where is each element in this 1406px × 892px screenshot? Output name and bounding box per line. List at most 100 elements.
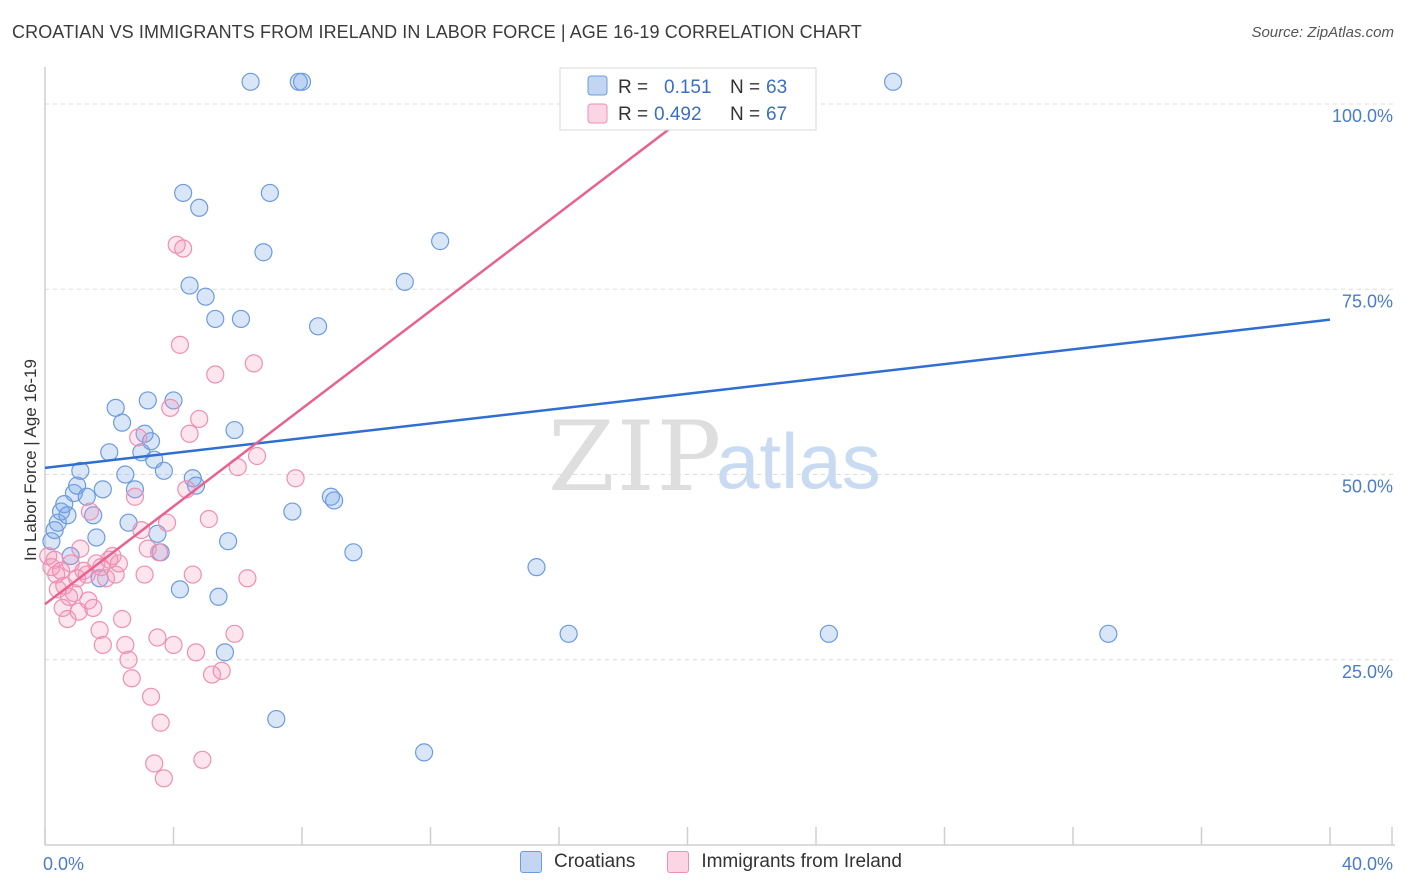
chart-title: CROATIAN VS IMMIGRANTS FROM IRELAND IN L… bbox=[12, 22, 862, 42]
point-ireland bbox=[93, 635, 112, 655]
point-croatians bbox=[58, 506, 77, 525]
y-tick-labels: 25.0% 50.0% 75.0% 100.0% bbox=[1332, 106, 1393, 682]
legend-n-value-1: 63 bbox=[766, 77, 787, 98]
point-croatians bbox=[174, 183, 193, 203]
point-ireland bbox=[106, 565, 125, 584]
point-croatians bbox=[112, 413, 132, 432]
legend-r-label-2: R = bbox=[618, 104, 648, 125]
bottom-legend: Croatians Immigrants from Ireland bbox=[520, 851, 934, 873]
point-croatians bbox=[283, 502, 302, 521]
point-croatians bbox=[241, 72, 260, 91]
legend-n-label-2: N = bbox=[730, 104, 760, 125]
legend-r-label-1: R = bbox=[618, 77, 648, 98]
point-ireland bbox=[90, 621, 109, 640]
point-croatians bbox=[170, 580, 190, 599]
point-ireland bbox=[51, 561, 71, 580]
point-ireland bbox=[174, 239, 193, 258]
point-ireland bbox=[103, 546, 122, 566]
point-ireland bbox=[190, 409, 209, 429]
point-croatians bbox=[344, 543, 363, 562]
point-croatians bbox=[559, 624, 578, 643]
point-croatians bbox=[819, 624, 838, 643]
point-ireland bbox=[238, 569, 257, 588]
trend-line-croatians bbox=[44, 318, 1331, 470]
point-croatians bbox=[219, 532, 238, 551]
point-ireland bbox=[170, 335, 190, 354]
axes bbox=[44, 67, 1395, 846]
point-ireland bbox=[193, 750, 212, 769]
point-ireland bbox=[135, 565, 154, 584]
x-tick-label: 40.0% bbox=[1342, 854, 1393, 874]
point-ireland bbox=[183, 565, 202, 584]
point-croatians bbox=[215, 643, 234, 662]
watermark: ZIP atlas bbox=[548, 401, 881, 513]
point-croatians bbox=[395, 272, 414, 291]
legend-item-ireland: Immigrants from Ireland bbox=[667, 851, 902, 873]
legend-swatch-pink bbox=[587, 103, 608, 124]
point-croatians bbox=[267, 709, 286, 729]
point-croatians bbox=[93, 480, 112, 499]
point-croatians bbox=[196, 287, 215, 306]
point-croatians bbox=[77, 487, 96, 506]
point-ireland bbox=[125, 487, 145, 506]
point-croatians bbox=[527, 558, 546, 577]
point-croatians bbox=[71, 461, 90, 480]
legend-swatch-blue bbox=[587, 75, 608, 96]
point-ireland bbox=[157, 513, 177, 532]
point-croatians bbox=[260, 183, 279, 203]
y-tick-label: 75.0% bbox=[1342, 291, 1393, 311]
point-ireland bbox=[164, 635, 183, 655]
point-croatians bbox=[292, 72, 312, 91]
point-ireland bbox=[122, 669, 141, 688]
point-croatians bbox=[325, 491, 344, 510]
point-croatians bbox=[42, 532, 61, 551]
point-ireland bbox=[154, 769, 173, 788]
legend-item-croatians: Croatians bbox=[520, 851, 635, 873]
point-croatians bbox=[186, 476, 206, 495]
point-croatians bbox=[308, 317, 328, 336]
point-ireland bbox=[225, 624, 244, 643]
legend-n-value-2: 67 bbox=[766, 104, 787, 125]
point-ireland bbox=[212, 661, 231, 680]
point-ireland bbox=[112, 609, 132, 629]
point-ireland bbox=[129, 428, 148, 447]
point-ireland bbox=[244, 354, 263, 373]
point-ireland bbox=[161, 398, 180, 417]
point-croatians bbox=[883, 72, 903, 91]
point-ireland bbox=[80, 502, 100, 521]
point-ireland bbox=[206, 365, 225, 384]
point-croatians bbox=[87, 528, 106, 547]
point-croatians bbox=[231, 309, 251, 329]
trend-lines bbox=[44, 114, 1331, 606]
point-croatians bbox=[116, 465, 135, 484]
point-ireland bbox=[71, 539, 90, 558]
legend-label-croatians: Croatians bbox=[554, 851, 636, 872]
series-immigrants-from-ireland bbox=[39, 72, 777, 788]
y-tick-label: 25.0% bbox=[1342, 662, 1393, 682]
legend-swatch-croatians bbox=[520, 851, 542, 873]
source-label: Source: ZipAtlas.com bbox=[1251, 24, 1394, 41]
legend-r-value-2: 0.492 bbox=[654, 104, 702, 125]
point-ireland bbox=[58, 609, 77, 629]
point-ireland bbox=[116, 635, 135, 655]
y-tick-label: 100.0% bbox=[1332, 106, 1393, 126]
legend-n-label-1: N = bbox=[730, 77, 760, 98]
point-ireland bbox=[149, 543, 169, 562]
watermark-zip: ZIP bbox=[548, 401, 723, 513]
point-croatians bbox=[100, 443, 119, 462]
point-croatians bbox=[206, 309, 225, 329]
x-tick-label: 0.0% bbox=[43, 854, 84, 874]
legend-label-ireland: Immigrants from Ireland bbox=[701, 851, 902, 872]
point-croatians bbox=[190, 198, 209, 217]
point-croatians bbox=[154, 461, 173, 480]
trend-line-ireland bbox=[44, 114, 689, 606]
point-ireland bbox=[119, 650, 138, 669]
series-croatians bbox=[42, 72, 1118, 762]
legend-r-value-1: 0.151 bbox=[664, 77, 712, 98]
point-croatians bbox=[125, 480, 145, 499]
point-ireland bbox=[151, 713, 170, 732]
legend-box bbox=[559, 67, 817, 131]
point-ireland bbox=[141, 687, 161, 706]
point-croatians bbox=[414, 743, 434, 762]
